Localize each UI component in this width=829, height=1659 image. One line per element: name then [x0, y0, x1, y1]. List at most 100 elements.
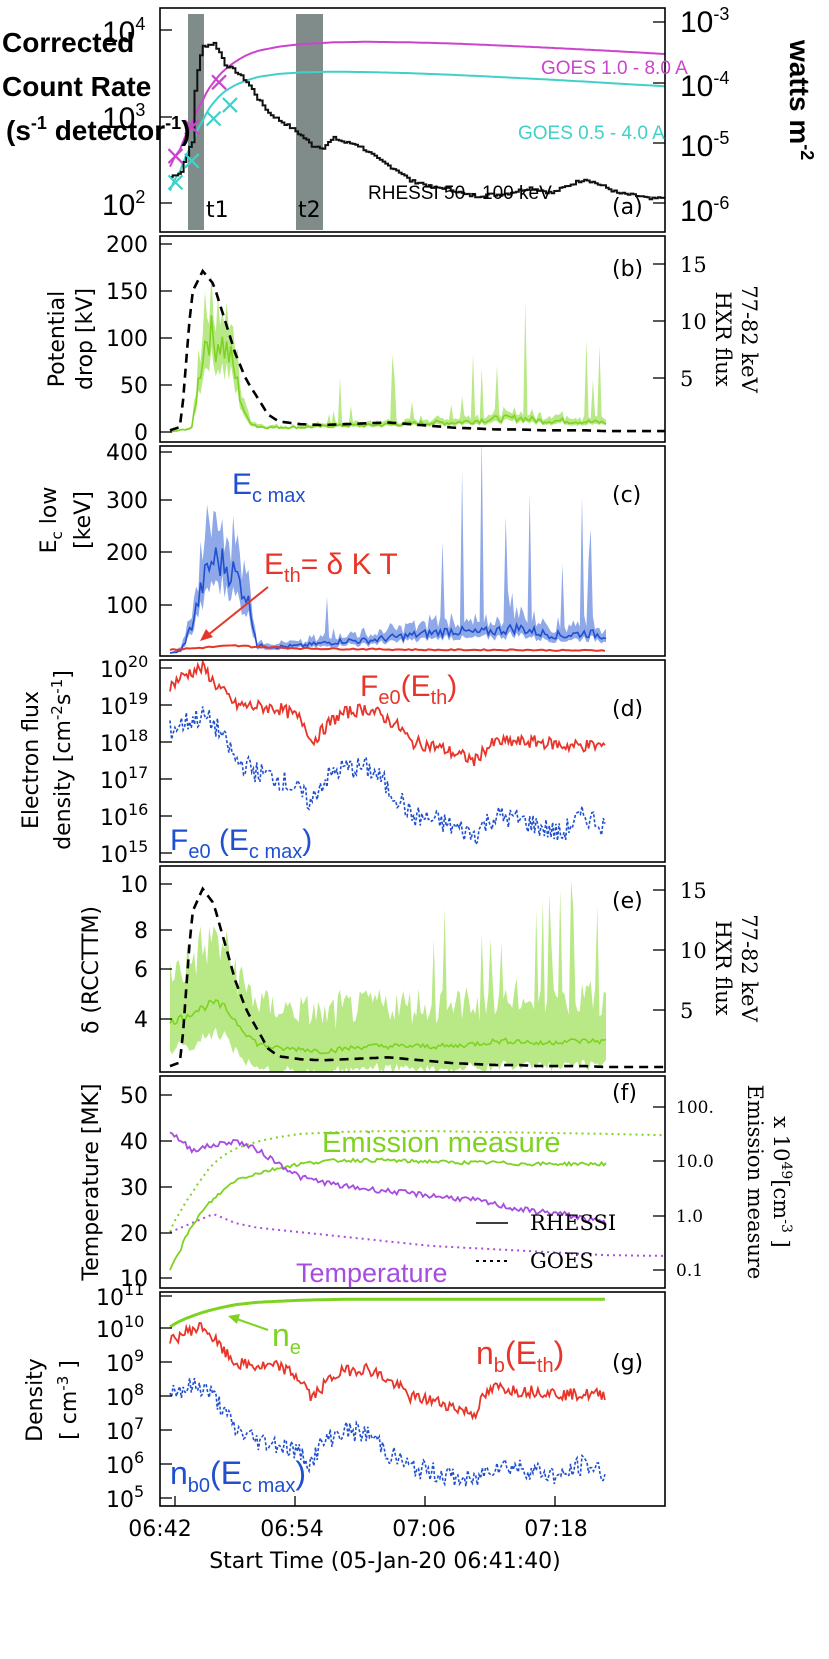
y2tick-label: 0.1 — [676, 1261, 703, 1281]
panel-c-ylabel: [keV] — [71, 491, 96, 549]
band-label-t1: t1 — [206, 198, 229, 223]
panel-g-frame — [159, 1291, 666, 1507]
ytick-label: 108 — [106, 1380, 144, 1411]
xtick-label: 07:18 — [524, 1517, 587, 1542]
goes-05-4-curve — [169, 70, 665, 192]
panel-f-ticks — [160, 1094, 665, 1279]
panel-f-ylabel: Temperature [MK] — [79, 1084, 104, 1282]
ytick-label: 400 — [106, 441, 148, 466]
panel-e-y2label: 77-82 keV — [737, 914, 761, 1022]
legend-goes-label: GOES — [530, 1249, 594, 1273]
eth-curve — [169, 644, 606, 652]
label-nb0-ecmax: nb0(Ec max) — [170, 1455, 306, 1497]
ytick-label: 1015 — [100, 837, 148, 868]
delta-uncertainty-band — [170, 880, 606, 1072]
emission-measure-rhessi-curve — [169, 1157, 607, 1271]
ytick-label: 1016 — [100, 800, 148, 831]
panel-a-yticks — [160, 21, 665, 204]
delta-curve — [169, 999, 607, 1055]
ytick-label: 1010 — [96, 1312, 144, 1343]
label-eth: Eth= δ K T — [264, 548, 398, 587]
ytick-label: 0 — [134, 421, 148, 446]
panel-g-ticks — [160, 1295, 172, 1499]
ytick-label: 10 — [120, 873, 148, 898]
panel-tag-e: (e) — [612, 889, 643, 914]
hxr-flux-curve — [169, 886, 665, 1069]
panel-tag-a: (a) — [612, 195, 643, 220]
panel-b-frame — [159, 235, 666, 443]
label-fe0-ecmax: Fe0 (Ec max) — [170, 824, 312, 863]
panel-d-ylabel: Electron flux — [19, 691, 44, 829]
time-band-t2 — [296, 14, 323, 230]
y2tick-label: 15 — [680, 253, 707, 277]
label-ec-max: Ec max — [232, 468, 305, 507]
ne-arrowhead — [228, 1314, 240, 1324]
panel-a: 102 103 104 10-6 10-5 10-4 10-3 Correcte… — [2, 4, 817, 233]
goes-1-8-curve — [169, 40, 665, 168]
ytick-label: 100 — [106, 327, 148, 352]
legend-goes-1-8: GOES 1.0 - 8.0 A — [541, 58, 688, 79]
panel-f-frame — [159, 1075, 666, 1289]
panel-tag-g: (g) — [612, 1351, 643, 1376]
y2tick-label: 10-5 — [680, 128, 729, 163]
goes-cross-marker — [211, 74, 227, 91]
x-axis: 06:42 06:54 07:06 07:18 Start Time (05-J… — [128, 1496, 588, 1574]
y2tick-label: 10-6 — [680, 193, 729, 228]
ytick-label: 300 — [106, 489, 148, 514]
ytick-label: 200 — [106, 541, 148, 566]
panel-tag-c: (c) — [612, 483, 641, 508]
eth-arrowhead — [200, 629, 213, 641]
panel-a-frame — [159, 7, 666, 233]
ytick-label: 1020 — [100, 652, 148, 683]
ytick-label: 6 — [134, 958, 148, 983]
temperature-rhessi-curve — [169, 1131, 607, 1226]
goes-cross-markers — [167, 74, 238, 191]
panel-b-ylabel: drop [kV] — [73, 288, 98, 390]
panel-e-ticks — [160, 883, 665, 1020]
ytick-label: 8 — [134, 919, 148, 944]
svg-text:(s-1 detector-1): (s-1 detector-1) — [6, 113, 191, 146]
emission-measure-goes-curve — [169, 1130, 665, 1233]
nb0-ecmax-curve — [169, 1377, 606, 1487]
panel-e-y2label: HXR flux — [711, 920, 735, 1015]
legend-rhessi-label: RHESSI — [530, 1211, 616, 1235]
label-ne: ne — [272, 1317, 301, 1359]
fe0-eth-curve — [169, 660, 606, 767]
panel-b: 0 50 100 150 200 5 10 15 Potential drop … — [45, 233, 761, 446]
label-nb-eth: nb(Eth) — [476, 1335, 564, 1377]
eth-arrow — [202, 586, 269, 640]
ec-max-uncertainty-band — [170, 446, 606, 654]
ytick-label: 150 — [106, 280, 148, 305]
y2tick-label: 10 — [680, 939, 707, 963]
panel-b-y2label: HXR flux — [711, 291, 735, 386]
legend-goes-05-4: GOES 0.5 - 4.0 A — [518, 123, 665, 144]
y2tick-label: 1.0 — [676, 1207, 703, 1227]
ytick-label: 30 — [120, 1176, 148, 1201]
ne-curve — [169, 1297, 605, 1329]
svg-text:Count Rate: Count Rate — [2, 71, 151, 102]
panel-f-y2label: x 1049[cm-3 ] — [769, 1116, 794, 1247]
panel-c-ylabel: Ec low — [37, 487, 66, 554]
panel-e-ylabel: δ (RCCTTM) — [79, 906, 104, 1034]
ytick-label: 105 — [106, 1482, 144, 1513]
potential-drop-uncertainty-band — [170, 272, 606, 432]
ytick-label: 109 — [106, 1346, 144, 1377]
xtick-label: 06:54 — [260, 1517, 323, 1542]
ytick-label: 100 — [106, 594, 148, 619]
label-fe0-eth: Fe0(Eth) — [360, 670, 457, 709]
panel-tag-f: (f) — [612, 1081, 637, 1106]
goes-cross-marker — [167, 174, 184, 191]
ytick-label: 106 — [106, 1448, 144, 1479]
panel-f-y2label: Emission measure — [743, 1085, 767, 1280]
panel-c-frame — [159, 445, 666, 657]
panel-c-ticks — [160, 451, 172, 606]
panel-e: 4 6 8 10 5 10 15 δ (RCCTTM) HXR flux 77-… — [79, 865, 761, 1073]
y2tick-label: 10.0 — [676, 1152, 714, 1172]
y2tick-label: 5 — [680, 367, 693, 391]
ytick-label: 1019 — [100, 689, 148, 720]
panel-c: 100 200 300 400 Ec low [keV] Ec max Eth=… — [37, 441, 666, 657]
ytick-label: 20 — [120, 1222, 148, 1247]
panel-b-ylabel: Potential — [45, 291, 70, 387]
ne-arrow — [233, 1317, 269, 1331]
